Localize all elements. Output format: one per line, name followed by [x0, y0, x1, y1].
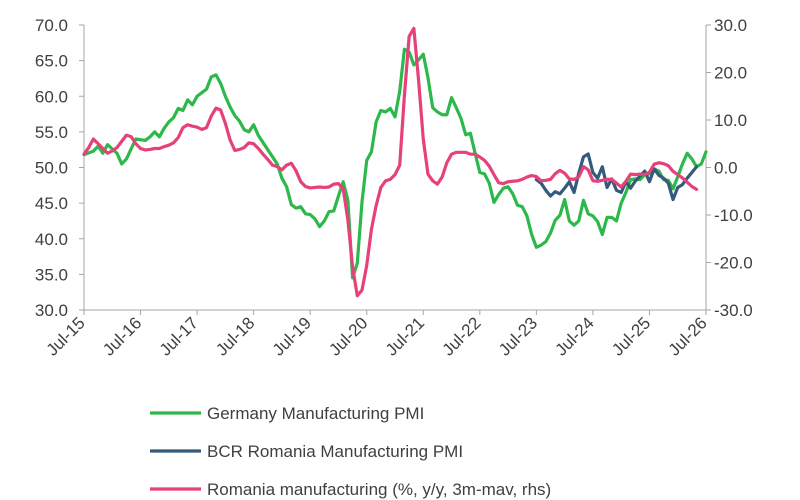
left-y-tick-label: 35.0: [35, 265, 68, 284]
left-y-tick-label: 30.0: [35, 301, 68, 320]
left-y-tick-label: 60.0: [35, 87, 68, 106]
left-y-tick-labels: 30.0 35.0 40.0 45.0 50.0 55.0 60.0 65.0 70.0: [35, 16, 84, 320]
right-y-tick-label: 30.0: [714, 16, 747, 35]
left-y-tick-label: 50.0: [35, 159, 68, 178]
x-tick-label: Jul-20: [325, 313, 371, 359]
series-line-1: [534, 152, 699, 202]
x-tick-label: Jul-16: [99, 313, 145, 359]
left-y-tick-label: 40.0: [35, 230, 68, 249]
x-tick-label: Jul-26: [665, 313, 711, 359]
x-tick-label: Jul-19: [269, 313, 315, 359]
right-y-tick-label: -10.0: [714, 206, 753, 225]
right-y-tick-label: 20.0: [714, 64, 747, 83]
right-y-tick-label: -20.0: [714, 254, 753, 273]
x-tick-label: Jul-18: [212, 313, 258, 359]
x-tick-label: Jul-21: [382, 313, 428, 359]
right-y-tick-label: 0.0: [714, 159, 738, 178]
x-tick-label: Jul-22: [438, 313, 484, 359]
legend-label: Germany Manufacturing PMI: [207, 404, 424, 423]
series-lines: [82, 26, 708, 298]
right-y-tick-label: 10.0: [714, 111, 747, 130]
series-line-2: [82, 26, 699, 298]
x-tick-label: Jul-24: [552, 313, 598, 359]
legend-label: Romania manufacturing (%, y/y, 3m-mav, r…: [207, 480, 551, 499]
x-tick-label: Jul-17: [156, 313, 202, 359]
right-y-tick-label: -30.0: [714, 301, 753, 320]
legend-label: BCR Romania Manufacturing PMI: [207, 442, 463, 461]
chart-axes: [83, 25, 707, 311]
left-y-tick-label: 70.0: [35, 16, 68, 35]
x-tick-labels: Jul-15 Jul-16 Jul-17 Jul-18 Jul-19 Jul-20 Jul-…: [43, 310, 711, 360]
series-line-0: [82, 47, 708, 280]
x-tick-label: Jul-15: [43, 313, 89, 359]
legend: Germany Manufacturing PMI BCR Romania Man…: [150, 404, 551, 499]
left-y-tick-label: 45.0: [35, 194, 68, 213]
left-y-tick-label: 55.0: [35, 123, 68, 142]
x-tick-label: Jul-25: [608, 313, 654, 359]
left-y-tick-label: 65.0: [35, 52, 68, 71]
right-y-tick-labels: -30.0 -20.0 -10.0 0.0 10.0 20.0 30.0: [706, 16, 753, 320]
x-tick-label: Jul-23: [495, 313, 541, 359]
